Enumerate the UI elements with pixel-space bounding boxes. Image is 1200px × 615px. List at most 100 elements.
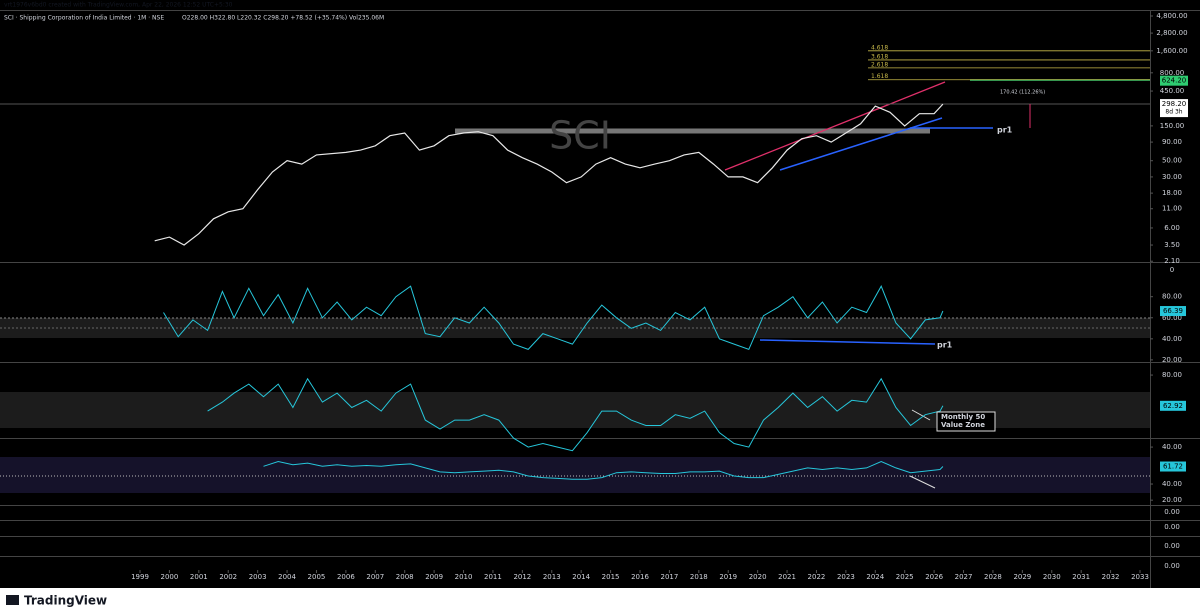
x-tick-label: 1999	[131, 573, 149, 581]
fib-label: 3.618	[871, 53, 888, 60]
x-tick-label: 2018	[690, 573, 708, 581]
y-tick-label: 2,800.00	[1156, 29, 1187, 37]
measure-label: 170.42 (112.26%)	[1000, 90, 1045, 96]
brand: TradingView	[24, 594, 107, 608]
y-tick-label: 60.00	[1162, 314, 1182, 322]
pr1-rsi-label: pr1	[937, 341, 953, 350]
countdown: 8d 3h	[1165, 109, 1182, 116]
y-tick-label: 40.00	[1162, 335, 1182, 343]
x-tick-label: 2024	[866, 573, 884, 581]
pr1-rsi-line	[759, 339, 936, 345]
target-box	[1160, 75, 1188, 86]
y-tick-label: 11.00	[1162, 205, 1182, 213]
x-tick-label: 2029	[1013, 573, 1031, 581]
axis-extra-label: 0.00	[1164, 523, 1180, 531]
last-value-label: 61.72	[1163, 463, 1183, 471]
x-tick-label: 2013	[543, 573, 561, 581]
footer-bar	[0, 588, 1200, 615]
last-value-label: 66.39	[1163, 307, 1183, 315]
y-tick-label: 6.00	[1164, 224, 1180, 232]
y-tick-label: 50.00	[1162, 157, 1182, 165]
y-tick-label: 20.00	[1162, 496, 1182, 504]
x-tick-label: 2009	[425, 573, 443, 581]
annotation-text: Monthly 50	[941, 413, 985, 421]
x-tick-label: 2008	[396, 573, 414, 581]
annotation-text: Value Zone	[941, 421, 985, 429]
chart-title: SCI · Shipping Corporation of India Limi…	[4, 15, 164, 22]
y-tick-label: 20.00	[1162, 356, 1182, 364]
rsi-zone	[0, 318, 1150, 338]
logo	[6, 595, 19, 605]
fib-label: 4.618	[871, 44, 888, 51]
x-tick-label: 2023	[837, 573, 855, 581]
last-value-box	[1160, 306, 1186, 317]
x-tick-label: 2026	[925, 573, 943, 581]
y-tick-label: 40.00	[1162, 443, 1182, 451]
x-tick-label: 2025	[896, 573, 914, 581]
x-tick-label: 2020	[749, 573, 767, 581]
x-tick-label: 2021	[778, 573, 796, 581]
y-tick-label: 4,800.00	[1156, 12, 1187, 20]
y-tick-label: 150.00	[1160, 122, 1185, 130]
trendline-lower	[779, 117, 943, 171]
x-tick-label: 2004	[278, 573, 296, 581]
x-tick-label: 2005	[308, 573, 326, 581]
x-tick-label: 2002	[219, 573, 237, 581]
x-tick-label: 2031	[1072, 573, 1090, 581]
y-tick-label: 800.00	[1160, 69, 1185, 77]
x-tick-label: 2027	[955, 573, 973, 581]
x-tick-label: 2012	[513, 573, 531, 581]
x-tick-label: 2003	[249, 573, 267, 581]
axis-extra-label: 0.00	[1164, 542, 1180, 550]
trendline-upper	[724, 81, 946, 171]
indicator-line	[207, 377, 944, 452]
x-tick-label: 2000	[160, 573, 178, 581]
last-value-box	[1160, 400, 1186, 411]
last-value-label: 62.92	[1163, 402, 1183, 410]
x-tick-label: 2001	[190, 573, 208, 581]
x-tick-label: 2015	[602, 573, 620, 581]
price-line	[154, 103, 944, 246]
y-tick-label: 40.00	[1162, 480, 1182, 488]
pr1-label: pr1	[997, 126, 1013, 135]
x-tick-label: 2022	[808, 573, 826, 581]
annotation-arrow	[909, 475, 936, 489]
y-tick-label: 80.00	[1162, 293, 1182, 301]
x-tick-label: 2017	[660, 573, 678, 581]
header-text: vrt1976v6bd0 created with TradingView.co…	[4, 2, 233, 9]
y-tick-label: 30.00	[1162, 173, 1182, 181]
target-label: 624.20	[1162, 77, 1187, 85]
background	[0, 0, 1200, 588]
fib-label: 1.618	[871, 73, 888, 80]
annotation-arrow	[911, 409, 931, 421]
y-tick-label: 18.00	[1162, 189, 1182, 197]
x-tick-label: 2010	[455, 573, 473, 581]
x-tick-label: 2011	[484, 573, 502, 581]
last-price-box	[1160, 99, 1188, 118]
axis-extra-label: 0	[1170, 266, 1174, 274]
indicator-line	[163, 285, 944, 351]
annotation-box	[936, 411, 996, 432]
x-tick-label: 2016	[631, 573, 649, 581]
y-tick-label: 80.00	[1162, 371, 1182, 379]
x-tick-label: 2028	[984, 573, 1002, 581]
last-price-label: 298.20	[1162, 100, 1187, 108]
watermark: SCI	[549, 114, 611, 158]
y-tick-label: 2.10	[1164, 257, 1180, 265]
x-tick-label: 2007	[366, 573, 384, 581]
rsi-zone	[0, 457, 1150, 493]
x-tick-label: 2030	[1043, 573, 1061, 581]
x-tick-label: 2006	[337, 573, 355, 581]
ohlc: O228.00 H322.80 L220.32 C298.20 +78.52 (…	[182, 15, 384, 22]
last-value-box	[1160, 461, 1186, 472]
y-tick-label: 90.00	[1162, 138, 1182, 146]
x-tick-label: 2019	[719, 573, 737, 581]
x-tick-label: 2033	[1131, 573, 1149, 581]
x-tick-label: 2032	[1102, 573, 1120, 581]
indicator-line	[263, 460, 944, 480]
y-tick-label: 1,600.00	[1156, 47, 1187, 55]
x-tick-label: 2014	[572, 573, 590, 581]
axis-extra-label: 0.00	[1164, 508, 1180, 516]
